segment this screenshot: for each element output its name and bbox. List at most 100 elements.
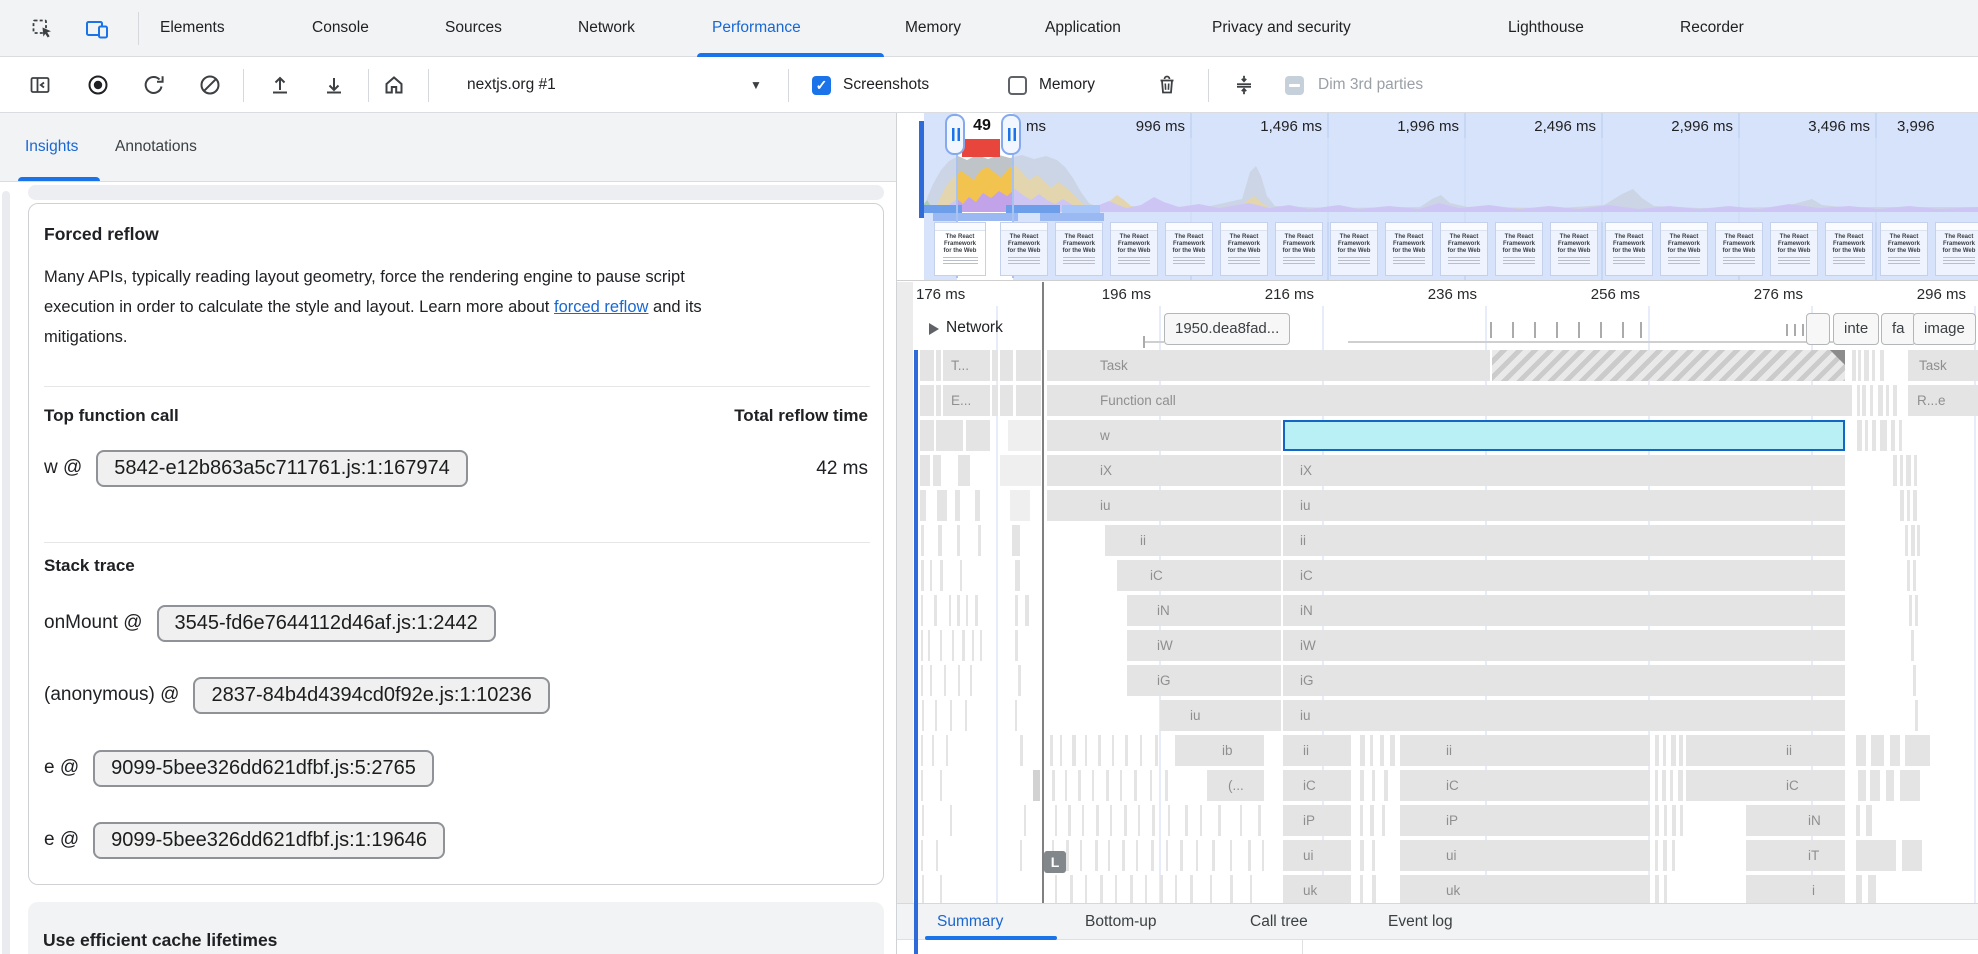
flame-bar-sliver[interactable]	[933, 455, 941, 486]
filmstrip-thumbnail[interactable]: The React Framework for the Web	[1660, 222, 1708, 276]
flame-bar-sliver[interactable]	[1085, 875, 1087, 906]
flame-bar-sliver[interactable]	[1150, 770, 1152, 801]
flame-bar-w[interactable]	[1283, 420, 1845, 451]
flame-bar-sliver[interactable]	[1230, 875, 1233, 906]
flame-bar-sliver[interactable]	[978, 525, 981, 556]
flame-bar-ip[interactable]	[1283, 805, 1351, 836]
flame-bar-sliver[interactable]	[1200, 805, 1202, 836]
flame-bar-sliver[interactable]	[1100, 875, 1103, 906]
filmstrip-thumbnail[interactable]: The React Framework for the Web	[1715, 222, 1763, 276]
filmstrip-thumbnail[interactable]: The React Framework for the Web	[1880, 222, 1928, 276]
flame-bar-sliver[interactable]	[1185, 805, 1188, 836]
filmstrip-thumbnail[interactable]: The React Framework for the Web	[1385, 222, 1433, 276]
flame-bar-sliver[interactable]	[1905, 735, 1930, 766]
flame-bar-sliver[interactable]	[934, 595, 937, 626]
flame-bar-sliver[interactable]	[1078, 770, 1081, 801]
flame-bar-sliver[interactable]	[1360, 735, 1365, 766]
panel-divider[interactable]	[896, 113, 897, 954]
flame-bar-sliver[interactable]	[1915, 595, 1918, 626]
flame-bar-sliver[interactable]	[1680, 805, 1683, 836]
flame-bar-sliver[interactable]	[1672, 805, 1676, 836]
flame-bar-ic[interactable]	[1117, 560, 1281, 591]
flame-bar-in[interactable]	[1127, 595, 1281, 626]
flame-bar-sliver[interactable]	[921, 665, 923, 696]
flame-bar-task[interactable]	[1908, 350, 1978, 381]
flame-bar-sliver[interactable]	[1106, 770, 1109, 801]
flame-bar-sliver[interactable]	[1900, 770, 1920, 801]
tab-privacy-and-security[interactable]: Privacy and security	[1212, 19, 1351, 36]
flame-bar-sliver[interactable]	[1152, 805, 1155, 836]
flame-bar-sliver[interactable]	[1145, 875, 1147, 906]
flame-bar-sliver[interactable]	[1672, 840, 1675, 871]
flame-bar-sliver[interactable]	[1370, 735, 1373, 766]
source-location-link[interactable]: 3545-fd6e7644112d46af.js:1:2442	[156, 604, 496, 642]
flame-bar-sliver[interactable]	[1008, 420, 1041, 451]
flame-bar-sliver[interactable]	[1248, 840, 1251, 871]
flame-bar-sliver[interactable]	[922, 805, 924, 836]
flame-bar-sliver[interactable]	[1020, 735, 1023, 766]
flame-bar-ic[interactable]	[1686, 770, 1845, 801]
flame-bar-sliver[interactable]	[1864, 350, 1869, 381]
screenshots-checkbox[interactable]: ✓	[812, 76, 831, 95]
flame-bar-sliver[interactable]	[1902, 840, 1922, 871]
flame-bar-sliver[interactable]	[1033, 770, 1040, 801]
flame-bar-ii[interactable]	[1283, 735, 1351, 766]
flame-bar-ix[interactable]	[1283, 455, 1845, 486]
flame-bar-sliver[interactable]	[1911, 525, 1915, 556]
flame-bar-sliver[interactable]	[1856, 735, 1866, 766]
flame-bar-[interactable]	[1207, 770, 1264, 801]
filmstrip-thumbnail[interactable]: The React Framework for the Web	[1110, 222, 1158, 276]
window-handle-left[interactable]	[945, 114, 965, 155]
flame-bar-sliver[interactable]	[921, 560, 924, 591]
flame-bar-sliver[interactable]	[1914, 455, 1917, 486]
flame-bar-sliver[interactable]	[1655, 805, 1659, 836]
flame-bar-sliver[interactable]	[1671, 735, 1676, 766]
flame-bar-sliver[interactable]	[1663, 735, 1666, 766]
network-request[interactable]: fa	[1881, 313, 1916, 345]
flame-bar-sliver[interactable]	[1015, 560, 1020, 591]
filmstrip-thumbnail[interactable]: The React Framework for the Web	[1165, 222, 1213, 276]
flame-bar-sliver[interactable]	[922, 700, 924, 731]
tab-bottom-up[interactable]: Bottom-up	[1085, 913, 1157, 930]
flame-bar-sliver[interactable]	[1655, 770, 1658, 801]
flame-bar-ii[interactable]	[1283, 525, 1845, 556]
flame-bar-sliver[interactable]	[1136, 840, 1138, 871]
tab-annotations[interactable]: Annotations	[115, 138, 197, 155]
flame-bar-sliver[interactable]	[1212, 840, 1215, 871]
flame-bar-sliver[interactable]	[1871, 735, 1884, 766]
flame-bar-iw[interactable]	[1283, 630, 1845, 661]
flame-bar-sliver[interactable]	[1072, 735, 1076, 766]
flame-bar-sliver[interactable]	[1110, 805, 1112, 836]
source-location-link[interactable]: 9099-5bee326dd621dfbf.js:1:19646	[93, 821, 445, 859]
flame-bar-sliver[interactable]	[936, 385, 941, 416]
filmstrip-thumbnail[interactable]: The React Framework for the Web	[1220, 222, 1268, 276]
filmstrip-thumbnail[interactable]: The React Framework for the Web	[1605, 222, 1653, 276]
flame-bar-sliver[interactable]	[1856, 875, 1862, 906]
source-location-link[interactable]: 2837-84b4d4394cd0f92e.js:1:10236	[193, 676, 550, 714]
tab-network[interactable]: Network	[578, 19, 635, 36]
flame-bar-sliver[interactable]	[1372, 875, 1376, 906]
flame-bar-sliver[interactable]	[940, 875, 942, 906]
filmstrip-thumbnail[interactable]: The React Framework for the Web	[1000, 222, 1048, 276]
flame-bar-hatched[interactable]	[1492, 350, 1845, 381]
flame-bar-sliver[interactable]	[1917, 525, 1920, 556]
flame-bar-sliver[interactable]	[1886, 385, 1889, 416]
flame-bar-sliver[interactable]	[1218, 805, 1221, 836]
flame-bar-sliver[interactable]	[950, 700, 952, 731]
filmstrip-thumbnail[interactable]: The React Framework for the Web	[1935, 222, 1978, 276]
flame-bar-sliver[interactable]	[1165, 770, 1168, 801]
flame-bar-t[interactable]	[943, 350, 990, 381]
flame-bar-sliver[interactable]	[921, 770, 923, 801]
flame-bar-sliver[interactable]	[957, 525, 960, 556]
flame-bar-sliver[interactable]	[1250, 875, 1252, 906]
flame-bar-sliver[interactable]	[1130, 875, 1133, 906]
flame-bar-sliver[interactable]	[1868, 875, 1876, 906]
flame-bar-sliver[interactable]	[1151, 840, 1154, 871]
flame-bar-sliver[interactable]	[1115, 875, 1117, 906]
tab-application[interactable]: Application	[1045, 19, 1121, 36]
flame-bar-ic[interactable]	[1283, 770, 1351, 801]
flame-bar-sliver[interactable]	[1125, 735, 1128, 766]
collapsed-insight-card[interactable]	[28, 185, 884, 200]
flame-bar-sliver[interactable]	[1015, 630, 1018, 661]
flame-bar-sliver[interactable]	[1872, 350, 1875, 381]
